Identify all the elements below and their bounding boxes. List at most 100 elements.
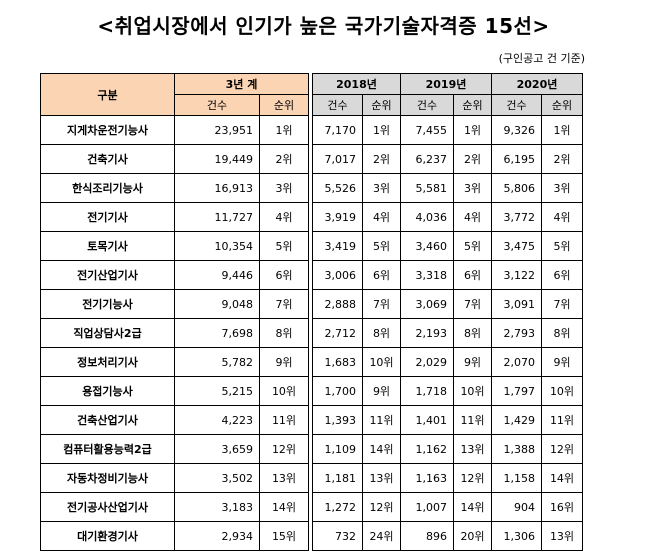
table-row: 2,888 7위 3,069 7위 3,091 7위 [312, 289, 583, 319]
count-2019: 6,237 [400, 144, 454, 174]
cert-name: 한식조리기능사 [40, 173, 175, 203]
three-year-count: 16,913 [174, 173, 260, 203]
rank-2018: 12위 [362, 492, 401, 522]
count-2020: 2,070 [491, 347, 542, 377]
cert-name: 컴퓨터활용능력2급 [40, 434, 175, 464]
count-2019: 3,460 [400, 231, 454, 261]
count-2018: 1,683 [312, 347, 363, 377]
table-row: 3,919 4위 4,036 4위 3,772 4위 [312, 202, 583, 232]
count-2019: 4,036 [400, 202, 454, 232]
count-2018: 7,017 [312, 144, 363, 174]
rank-2020: 13위 [541, 521, 583, 551]
header-count-2019: 건수 [400, 94, 454, 116]
rank-2019: 14위 [453, 492, 492, 522]
rank-2018: 14위 [362, 434, 401, 464]
table-row: 1,700 9위 1,718 10위 1,797 10위 [312, 376, 583, 406]
rank-2019: 12위 [453, 463, 492, 493]
rank-2020: 14위 [541, 463, 583, 493]
header-rank: 순위 [259, 94, 309, 116]
table-row: 자동차정비기능사 3,502 13위 [40, 463, 309, 493]
rank-2020: 7위 [541, 289, 583, 319]
rank-2020: 2위 [541, 144, 583, 174]
three-year-count: 5,782 [174, 347, 260, 377]
rank-2019: 1위 [453, 115, 492, 145]
cert-name: 대기환경기사 [40, 521, 175, 551]
cert-name: 자동차정비기능사 [40, 463, 175, 493]
count-2020: 2,793 [491, 318, 542, 348]
table-row: 7,017 2위 6,237 2위 6,195 2위 [312, 144, 583, 174]
three-year-count: 9,048 [174, 289, 260, 319]
table-row: 용접기능사 5,215 10위 [40, 376, 309, 406]
rank-2020: 5위 [541, 231, 583, 261]
three-year-rank: 5위 [259, 231, 309, 261]
basis-note: (구인공고 건 기준) [498, 52, 585, 65]
three-year-rank: 7위 [259, 289, 309, 319]
header-year-2020: 2020년 [491, 73, 583, 95]
count-2020: 1,306 [491, 521, 542, 551]
rank-2018: 13위 [362, 463, 401, 493]
count-2020: 1,429 [491, 405, 542, 435]
table-row: 대기환경기사 2,934 15위 [40, 521, 309, 551]
rank-2020: 16위 [541, 492, 583, 522]
cert-name: 전기기능사 [40, 289, 175, 319]
three-year-count: 23,951 [174, 115, 260, 145]
rank-2018: 2위 [362, 144, 401, 174]
count-2018: 5,526 [312, 173, 363, 203]
rank-2018: 8위 [362, 318, 401, 348]
table-row: 1,393 11위 1,401 11위 1,429 11위 [312, 405, 583, 435]
header-year-2019: 2019년 [400, 73, 492, 95]
three-year-count: 4,223 [174, 405, 260, 435]
three-year-count: 3,183 [174, 492, 260, 522]
three-year-count: 7,698 [174, 318, 260, 348]
table-row: 5,526 3위 5,581 3위 5,806 3위 [312, 173, 583, 203]
count-2020: 3,091 [491, 289, 542, 319]
count-2020: 1,797 [491, 376, 542, 406]
rank-2020: 9위 [541, 347, 583, 377]
rank-2019: 3위 [453, 173, 492, 203]
three-year-rank: 12위 [259, 434, 309, 464]
rank-2020: 10위 [541, 376, 583, 406]
rank-2018: 3위 [362, 173, 401, 203]
table-row: 전기공사산업기사 3,183 14위 [40, 492, 309, 522]
table-row: 직업상담사2급 7,698 8위 [40, 318, 309, 348]
count-2020: 3,122 [491, 260, 542, 290]
rank-2018: 4위 [362, 202, 401, 232]
header-rank-2019: 순위 [453, 94, 492, 116]
count-2020: 5,806 [491, 173, 542, 203]
count-2019: 1,162 [400, 434, 454, 464]
rank-2020: 11위 [541, 405, 583, 435]
three-year-rank: 3위 [259, 173, 309, 203]
rank-2019: 10위 [453, 376, 492, 406]
header-category: 구분 [40, 73, 175, 116]
count-2018: 3,919 [312, 202, 363, 232]
three-year-count: 3,502 [174, 463, 260, 493]
count-2018: 3,419 [312, 231, 363, 261]
three-year-count: 2,934 [174, 521, 260, 551]
three-year-count: 3,659 [174, 434, 260, 464]
cert-name: 전기공사산업기사 [40, 492, 175, 522]
three-year-rank: 10위 [259, 376, 309, 406]
table-row: 1,683 10위 2,029 9위 2,070 9위 [312, 347, 583, 377]
cert-name: 직업상담사2급 [40, 318, 175, 348]
table-row: 2,712 8위 2,193 8위 2,793 8위 [312, 318, 583, 348]
header-count-2020: 건수 [491, 94, 542, 116]
count-2019: 3,318 [400, 260, 454, 290]
table-row: 컴퓨터활용능력2급 3,659 12위 [40, 434, 309, 464]
rank-2018: 6위 [362, 260, 401, 290]
table-row: 전기기사 11,727 4위 [40, 202, 309, 232]
header-three-year-total: 3년 계 [174, 73, 309, 95]
rank-2018: 24위 [362, 521, 401, 551]
rank-2018: 11위 [362, 405, 401, 435]
count-2019: 5,581 [400, 173, 454, 203]
rank-2020: 12위 [541, 434, 583, 464]
count-2019: 1,007 [400, 492, 454, 522]
rank-2019: 20위 [453, 521, 492, 551]
table-row: 732 24위 896 20위 1,306 13위 [312, 521, 583, 551]
three-year-count: 10,354 [174, 231, 260, 261]
table-row: 한식조리기능사 16,913 3위 [40, 173, 309, 203]
count-2019: 1,718 [400, 376, 454, 406]
cert-name: 지게차운전기능사 [40, 115, 175, 145]
count-2020: 1,388 [491, 434, 542, 464]
header-count: 건수 [174, 94, 260, 116]
three-year-rank: 11위 [259, 405, 309, 435]
